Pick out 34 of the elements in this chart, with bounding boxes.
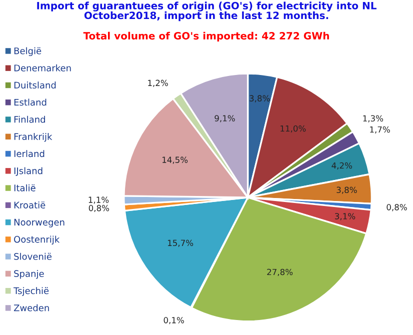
legend-label: Kroatië [14, 201, 46, 208]
legend-label: Duitsland [14, 82, 56, 89]
legend-label: Noorwegen [14, 218, 64, 228]
chart-title: Import of guarantuees of origin (GO's) for electricity into NL October2018, import in the last 12 months. [37, 2, 376, 22]
legend-label: Spanje [14, 270, 44, 279]
legend-label: Frankrijk [14, 132, 52, 142]
data-label: 27,8% [267, 268, 293, 276]
legend-label: Italië [14, 184, 36, 192]
data-label: 15,7% [168, 240, 194, 247]
legend-label: Zweden [14, 304, 49, 312]
legend-label: Estland [14, 98, 46, 106]
chart-subtitle: Total volume of GO's imported: 42 272 GWh [83, 32, 329, 42]
data-label: 1,1% [88, 196, 109, 204]
legend-label: Tsjechië [14, 287, 49, 296]
data-label: 3,8% [336, 186, 357, 194]
data-label: 9,1% [214, 115, 235, 122]
legend-label: IJsland [14, 167, 42, 176]
data-label: 1,3% [363, 115, 384, 122]
data-label: 14,5% [162, 156, 188, 164]
legend-label: Finland [14, 116, 45, 123]
data-label: 0,1% [164, 317, 184, 324]
legend-label: Oostenrijk [14, 236, 60, 244]
data-label: 4,2% [332, 162, 352, 170]
legend-label: Denemarken [14, 64, 71, 72]
data-label: 11,0% [280, 125, 306, 133]
legend-label: België [14, 47, 42, 56]
data-label: 0,8% [88, 204, 110, 212]
data-label: 3,8% [250, 95, 270, 102]
data-label: 0,8% [386, 204, 407, 212]
legend-label: Ierland [14, 150, 44, 158]
legend-label: Slovenië [14, 252, 52, 260]
data-label: 3,1% [335, 213, 356, 220]
data-label: 1,7% [370, 126, 390, 134]
data-label: 1,2% [148, 80, 168, 87]
